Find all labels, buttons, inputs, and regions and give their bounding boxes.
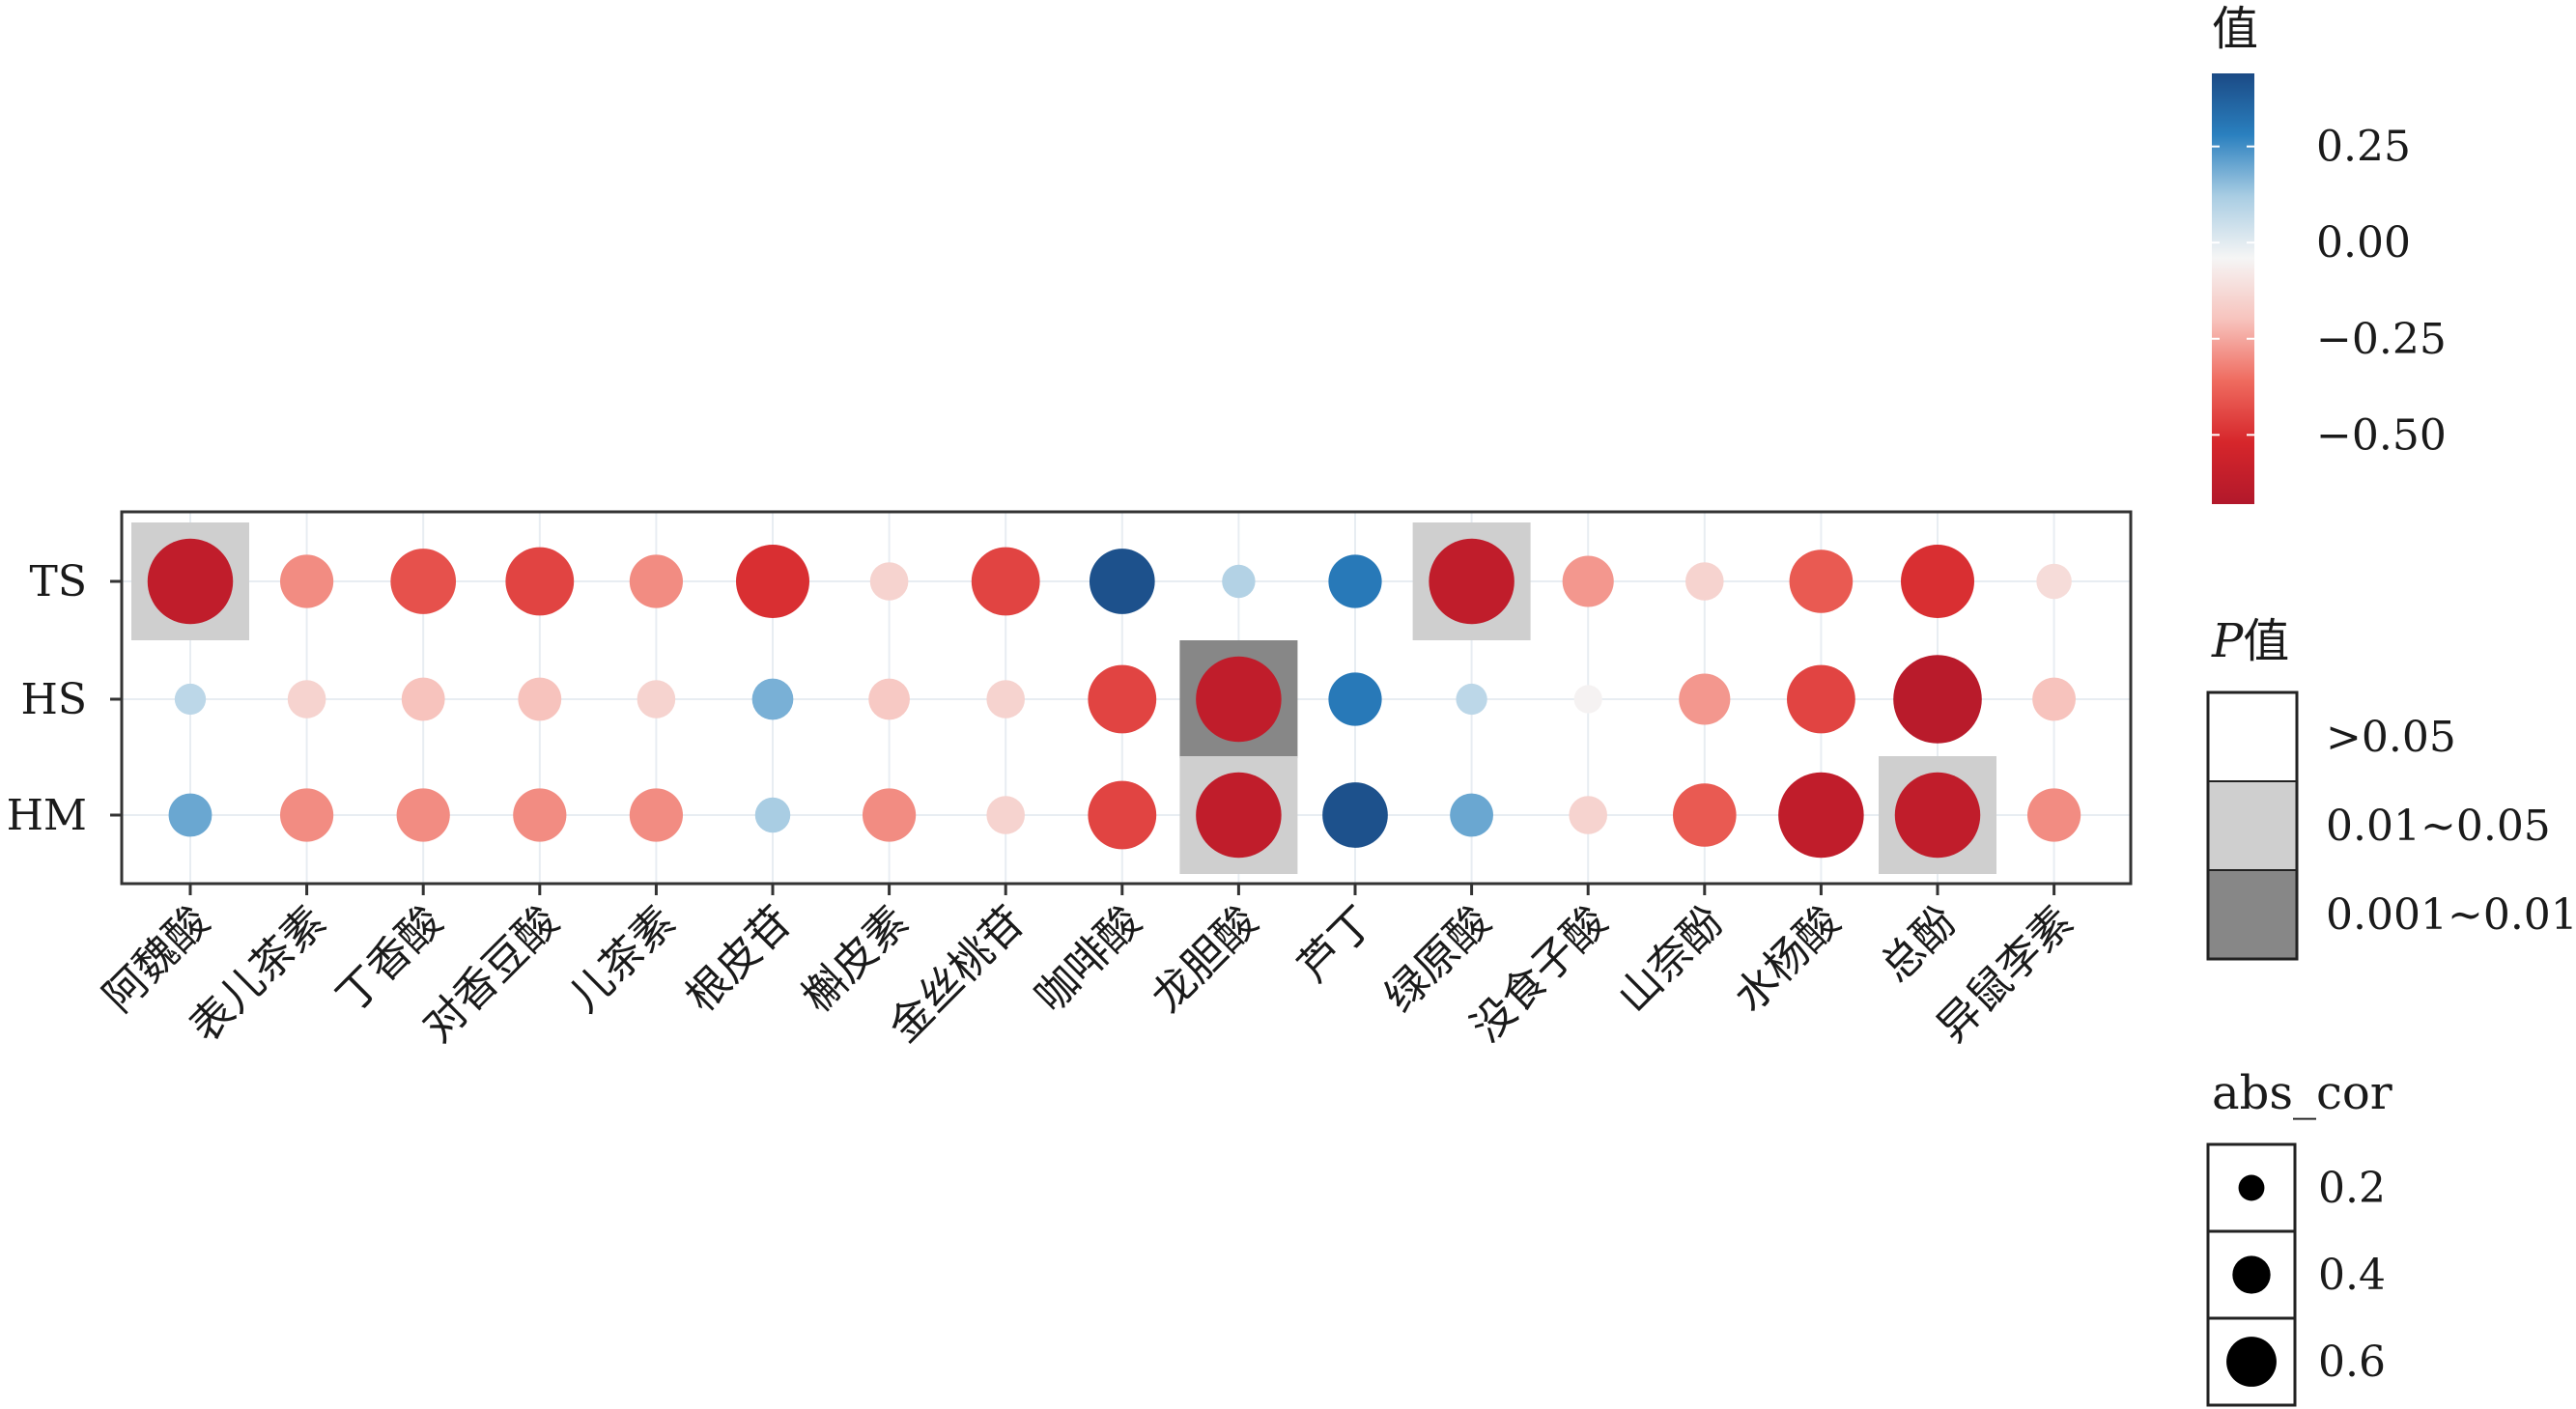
color-legend-tick-label: −0.50 — [2316, 410, 2447, 460]
bubble — [863, 788, 917, 842]
x-tick-label: 儿茶素 — [560, 897, 685, 1022]
pvalue-legend-frame — [2206, 690, 2299, 961]
bubble — [513, 788, 567, 842]
color-legend-tick-label: 0.25 — [2316, 123, 2411, 172]
bubble — [986, 796, 1025, 834]
bubble — [1328, 554, 1382, 608]
x-tick-label: 根皮苷 — [676, 897, 801, 1022]
pvalue-legend-label: 0.01~0.05 — [2326, 802, 2551, 851]
pvalue-legend-label: 0.001~0.01 — [2326, 890, 2576, 940]
bubble — [1222, 564, 1256, 599]
bubble — [390, 549, 457, 614]
bubbles — [147, 538, 2081, 859]
bubble — [1894, 772, 1981, 859]
size-legend-dot — [2238, 1174, 2265, 1201]
bubble — [1685, 562, 1724, 601]
size-legend-dot — [2226, 1337, 2277, 1387]
y-tick-label: HM — [7, 791, 87, 840]
bubble — [1328, 672, 1382, 726]
pvalue-legend-title: P值 — [2211, 614, 2289, 668]
bubble — [1901, 545, 1974, 618]
bubble — [1450, 793, 1493, 837]
color-legend-title: 值 — [2212, 2, 2258, 56]
size-legend-label: 0.4 — [2318, 1251, 2386, 1300]
bubble — [2036, 563, 2072, 600]
color-legend-tick-label: 0.00 — [2316, 218, 2411, 268]
bubble — [751, 678, 794, 720]
color-legend: 值 0.25 0.00 −0.25 −0.50 — [2212, 2, 2447, 504]
bubble — [629, 554, 684, 608]
y-tick-label: TS — [30, 557, 88, 606]
bubble — [1569, 796, 1607, 834]
x-tick-label: 总酚 — [1871, 897, 1966, 992]
size-legend-dot — [2232, 1255, 2271, 1294]
bubble — [1456, 683, 1487, 716]
bubble — [1778, 772, 1864, 859]
bubble — [971, 547, 1040, 616]
bubble — [287, 680, 326, 719]
bubble — [1679, 673, 1731, 725]
x-tick-label: 咖啡酸 — [1026, 897, 1150, 1022]
bubble — [505, 547, 575, 616]
bubble — [1322, 782, 1388, 848]
bubble — [868, 678, 910, 720]
bubble — [1787, 664, 1855, 734]
bubble — [280, 788, 334, 842]
size-legend-title: abs_cor — [2212, 1066, 2392, 1120]
bubble — [1196, 656, 1282, 743]
bubble — [2032, 677, 2077, 721]
pvalue-legend-key — [2207, 691, 2298, 782]
bubble — [396, 788, 450, 842]
x-tick-label: 山奈酚 — [1608, 897, 1733, 1022]
bubble — [736, 545, 809, 618]
size-legend-key — [2206, 1316, 2297, 1407]
bubble — [174, 683, 207, 716]
bubble — [280, 554, 334, 608]
x-tick-label: 芦丁 — [1288, 897, 1383, 992]
x-tick-label: 水杨酸 — [1725, 897, 1850, 1022]
pvalue-legend-label: >0.05 — [2326, 713, 2456, 762]
bubble — [986, 680, 1025, 719]
size-legend-label: 0.2 — [2318, 1164, 2386, 1213]
bubble — [147, 538, 234, 625]
bubble — [1429, 538, 1514, 625]
bubble — [1196, 772, 1282, 859]
bubble — [1893, 655, 1982, 744]
x-tick-label: 龙胆酸 — [1143, 897, 1267, 1022]
bubble — [869, 562, 909, 601]
pvalue-legend: P值 >0.05 0.01~0.05 0.001~0.01 — [2206, 614, 2576, 961]
bubble — [2027, 788, 2081, 842]
size-legend-key — [2206, 1142, 2297, 1233]
y-tick-label: HS — [20, 675, 87, 724]
bubble — [1088, 780, 1157, 850]
bubble — [401, 677, 445, 721]
color-legend-bar — [2212, 73, 2254, 504]
size-legend: abs_cor 0.2 0.4 0.6 — [2206, 1066, 2392, 1407]
bubble — [1573, 685, 1602, 714]
bubble — [1089, 549, 1155, 614]
bubble — [1088, 664, 1157, 734]
bubble — [629, 788, 684, 842]
pvalue-legend-title-italic: P — [2211, 614, 2244, 668]
bubble — [1562, 555, 1614, 607]
pvalue-legend-key — [2207, 780, 2298, 871]
size-legend-label: 0.6 — [2318, 1338, 2386, 1387]
color-legend-tick-label: −0.25 — [2316, 315, 2447, 364]
bubble — [1673, 783, 1737, 847]
bubble — [518, 677, 562, 721]
pvalue-legend-key — [2207, 869, 2298, 960]
pvalue-legend-title-rest: 值 — [2243, 614, 2289, 668]
bubble — [637, 680, 676, 719]
bubble — [168, 793, 212, 837]
bubble — [754, 797, 791, 833]
bubble — [1789, 550, 1854, 613]
